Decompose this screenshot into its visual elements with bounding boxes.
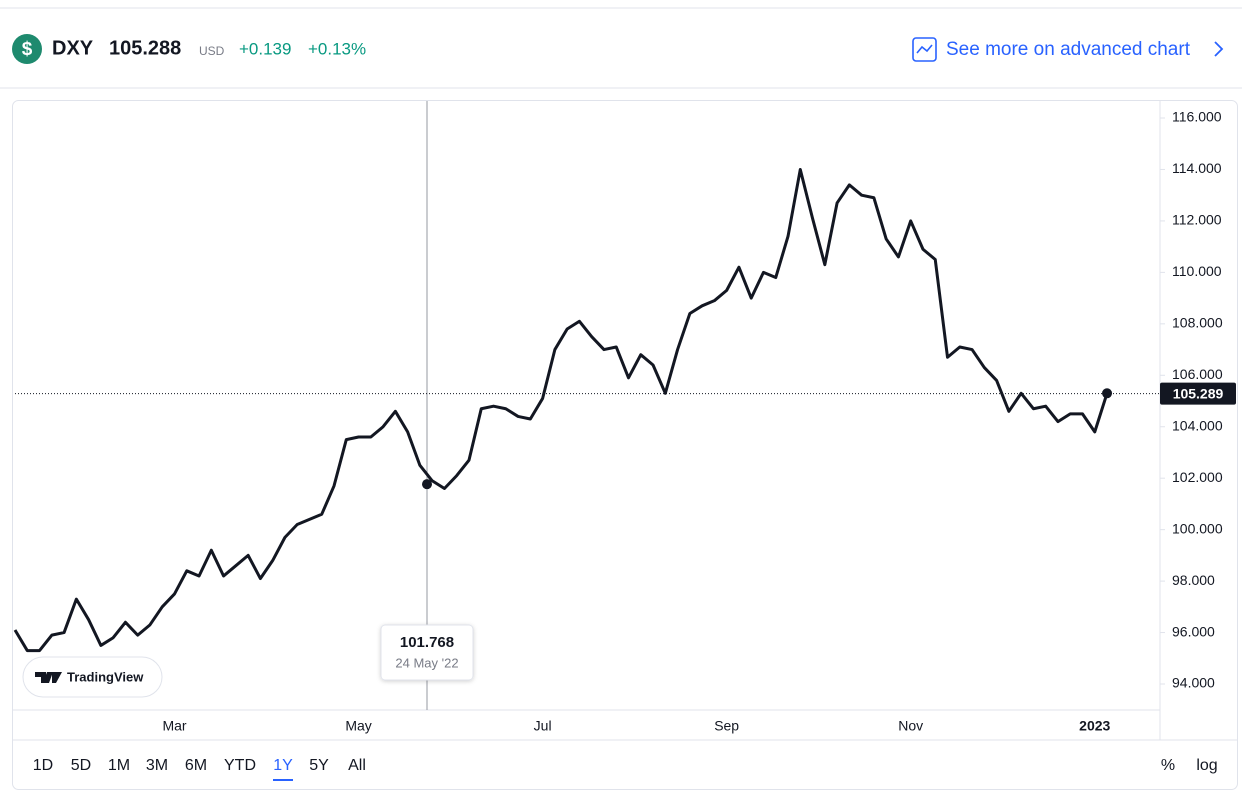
x-tick-label: Nov (898, 718, 923, 734)
range-button[interactable]: 1M (108, 757, 130, 774)
change: +0.139 (239, 39, 291, 58)
scale-button[interactable]: log (1196, 757, 1217, 774)
y-tick-label: 96.000 (1172, 623, 1215, 639)
crosshair-point (422, 479, 432, 490)
tooltip-date: 24 May '22 (395, 655, 458, 670)
last-point (1102, 388, 1113, 399)
last-price-label: 105.289 (1173, 385, 1224, 401)
x-tick-label: Jul (534, 718, 552, 734)
icon-text: $ (22, 39, 33, 60)
symbol-icon (12, 34, 42, 64)
price-line (13, 167, 1109, 653)
overlay: 105.289 101.768 24 May '22 TradingView (22, 382, 1236, 698)
x-tick-label: Sep (714, 718, 739, 734)
y-tick-label: 112.000 (1172, 212, 1222, 228)
scale-button[interactable]: % (1161, 757, 1175, 774)
y-tick-label: 98.000 (1172, 572, 1215, 588)
price: 105.288 (109, 37, 181, 59)
tooltip-box (380, 624, 474, 681)
currency: USD (199, 44, 225, 58)
y-tick-label: 116.000 (1172, 109, 1222, 125)
y-tick-label: 94.000 (1172, 675, 1215, 691)
range-button[interactable]: 6M (185, 757, 207, 774)
plot (13, 101, 1160, 710)
range-button[interactable]: 3M (146, 757, 168, 774)
range-button[interactable]: YTD (224, 757, 256, 774)
tooltip-value: 101.768 (400, 634, 454, 651)
range-button[interactable]: 5Y (309, 757, 329, 774)
y-tick-label: 106.000 (1172, 366, 1223, 382)
chart-frame (12, 100, 1238, 790)
chevron (1214, 41, 1224, 57)
change-percent: +0.13% (308, 39, 366, 58)
chart-icon (912, 37, 937, 62)
y-tick-label: 104.000 (1172, 417, 1223, 433)
last-price-box (1160, 382, 1236, 405)
watermark-text: TradingView (67, 669, 144, 684)
symbol: DXY (52, 37, 94, 59)
watermark-badge (22, 656, 163, 698)
range-button[interactable]: 1D (33, 757, 53, 774)
range-button[interactable]: 1Y (273, 757, 293, 774)
range-button[interactable]: All (348, 757, 366, 774)
y-tick-label: 110.000 (1172, 263, 1222, 279)
y-tick-label: 114.000 (1172, 160, 1222, 176)
y-tick-label: 108.000 (1172, 315, 1223, 331)
chart-icon-line (916, 44, 933, 54)
range-button[interactable]: 5D (71, 757, 91, 774)
y-tick-label: 100.000 (1172, 520, 1223, 536)
x-tick-label: Mar (162, 718, 186, 734)
x-tick-label: May (345, 718, 371, 734)
x-tick-label: 2023 (1079, 718, 1110, 734)
watermark-logo (35, 672, 62, 683)
y-tick-label: 102.000 (1172, 469, 1223, 485)
link-text[interactable]: See more on advanced chart (946, 39, 1191, 60)
advanced-chart-link[interactable]: See more on advanced chart (912, 37, 1224, 62)
